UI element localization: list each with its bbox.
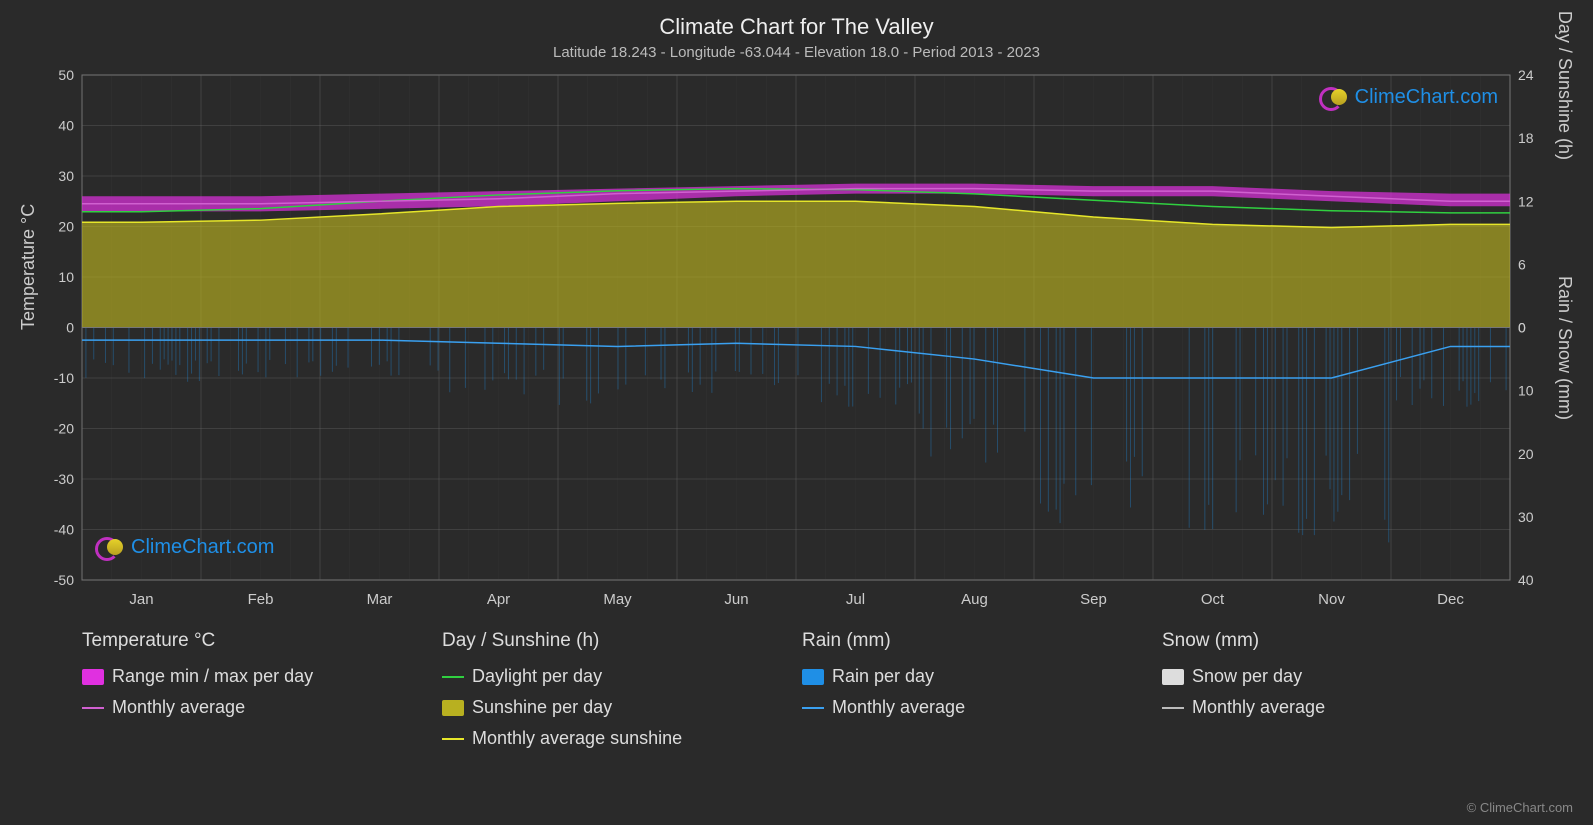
brand-text: ClimeChart.com xyxy=(131,536,274,559)
svg-text:Sep: Sep xyxy=(1080,591,1107,608)
svg-text:40: 40 xyxy=(58,118,74,134)
climechart-icon xyxy=(95,537,125,559)
svg-text:Feb: Feb xyxy=(248,591,274,608)
legend-label: Snow per day xyxy=(1192,666,1302,687)
svg-text:-10: -10 xyxy=(54,370,74,386)
legend-swatch xyxy=(82,669,104,685)
legend-heading: Day / Sunshine (h) xyxy=(442,630,802,652)
legend-label: Monthly average xyxy=(1192,697,1325,718)
legend-swatch xyxy=(442,738,464,740)
legend-item: Daylight per day xyxy=(442,666,802,687)
legend-swatch xyxy=(1162,707,1184,709)
legend-item: Sunshine per day xyxy=(442,697,802,718)
legend-label: Monthly average sunshine xyxy=(472,728,682,749)
svg-text:-50: -50 xyxy=(54,572,74,588)
svg-text:20: 20 xyxy=(1518,446,1534,462)
legend-item: Monthly average xyxy=(82,697,442,718)
svg-text:0: 0 xyxy=(66,320,74,336)
svg-text:24: 24 xyxy=(1518,67,1534,83)
legend-item: Range min / max per day xyxy=(82,666,442,687)
legend-heading: Rain (mm) xyxy=(802,630,1162,652)
legend-item: Monthly average sunshine xyxy=(442,728,802,749)
svg-text:30: 30 xyxy=(1518,509,1534,525)
svg-text:Jan: Jan xyxy=(129,591,153,608)
legend-label: Daylight per day xyxy=(472,666,602,687)
svg-text:40: 40 xyxy=(1518,572,1534,588)
legend-label: Monthly average xyxy=(832,697,965,718)
legend-swatch xyxy=(82,707,104,709)
legend-label: Monthly average xyxy=(112,697,245,718)
legend-heading: Temperature °C xyxy=(82,630,442,652)
svg-text:0: 0 xyxy=(1518,320,1526,336)
legend-label: Range min / max per day xyxy=(112,666,313,687)
legend-swatch xyxy=(802,707,824,709)
legend-item: Monthly average xyxy=(1162,697,1522,718)
brand-logo-bottom: ClimeChart.com xyxy=(95,536,274,559)
legend-heading: Snow (mm) xyxy=(1162,630,1522,652)
svg-text:Apr: Apr xyxy=(487,591,510,608)
legend-swatch xyxy=(442,676,464,678)
svg-text:Dec: Dec xyxy=(1437,591,1464,608)
legend-item: Monthly average xyxy=(802,697,1162,718)
svg-text:-40: -40 xyxy=(54,522,74,538)
climechart-icon xyxy=(1319,87,1349,109)
legend: Temperature °C Range min / max per day Mon… xyxy=(82,630,1522,759)
svg-text:May: May xyxy=(603,591,632,608)
svg-text:12: 12 xyxy=(1518,193,1534,209)
svg-text:Oct: Oct xyxy=(1201,591,1225,608)
brand-logo-top: ClimeChart.com xyxy=(1319,86,1498,109)
svg-text:Aug: Aug xyxy=(961,591,988,608)
svg-text:Jun: Jun xyxy=(724,591,748,608)
svg-text:6: 6 xyxy=(1518,256,1526,272)
svg-text:-20: -20 xyxy=(54,421,74,437)
svg-text:10: 10 xyxy=(1518,383,1534,399)
svg-text:30: 30 xyxy=(58,168,74,184)
legend-item: Rain per day xyxy=(802,666,1162,687)
legend-swatch xyxy=(1162,669,1184,685)
legend-label: Sunshine per day xyxy=(472,697,612,718)
svg-text:-30: -30 xyxy=(54,471,74,487)
svg-text:18: 18 xyxy=(1518,130,1534,146)
brand-text: ClimeChart.com xyxy=(1355,86,1498,109)
legend-swatch xyxy=(802,669,824,685)
svg-text:50: 50 xyxy=(58,67,74,83)
legend-item: Snow per day xyxy=(1162,666,1522,687)
svg-text:Jul: Jul xyxy=(846,591,865,608)
copyright: © ClimeChart.com xyxy=(1467,800,1573,815)
svg-text:10: 10 xyxy=(58,269,74,285)
legend-label: Rain per day xyxy=(832,666,934,687)
legend-swatch xyxy=(442,700,464,716)
svg-text:20: 20 xyxy=(58,219,74,235)
svg-text:Mar: Mar xyxy=(367,591,393,608)
svg-text:Nov: Nov xyxy=(1318,591,1345,608)
